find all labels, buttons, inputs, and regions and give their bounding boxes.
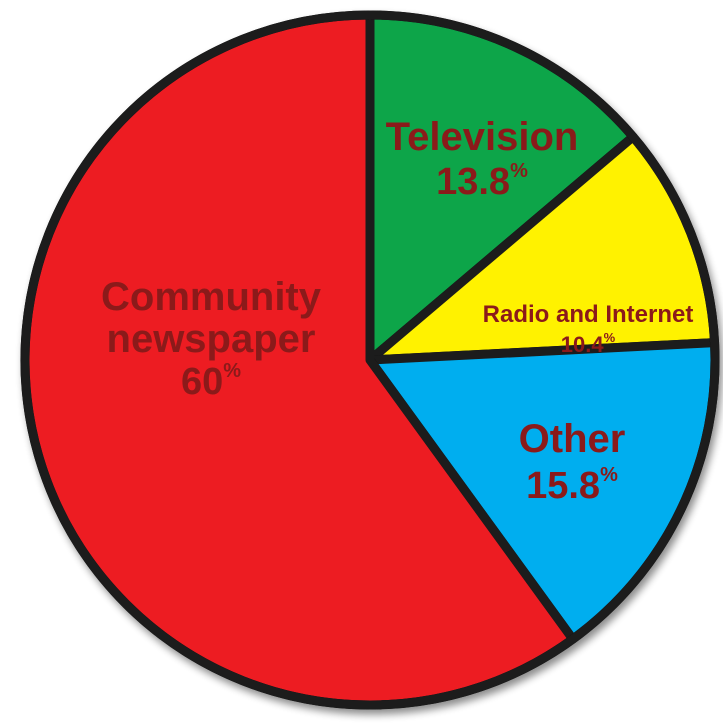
pie-outline: [20, 10, 720, 710]
slice-value: 10.4%: [561, 330, 616, 357]
percent-sign: %: [223, 360, 241, 382]
percent-sign: %: [510, 160, 528, 182]
slice-name-line: Television: [386, 115, 579, 159]
slice-name-line: Community: [101, 275, 322, 319]
slice-value: 13.8%: [436, 160, 528, 203]
pie-slices: [20, 10, 720, 710]
slice-value-number: 13.8: [436, 161, 510, 203]
slice-value-number: 15.8: [526, 465, 600, 507]
percent-sign: %: [600, 464, 618, 486]
slice-name-line: newspaper: [107, 317, 316, 361]
slice-name-line: Radio and Internet: [483, 301, 694, 328]
slice-value: 15.8%: [526, 464, 618, 507]
slice-value: 60%: [181, 360, 241, 403]
slice-name-line: Other: [519, 417, 626, 461]
slice-value-number: 10.4: [561, 332, 605, 357]
percent-sign: %: [604, 330, 616, 345]
slice-value-number: 60: [181, 361, 223, 403]
